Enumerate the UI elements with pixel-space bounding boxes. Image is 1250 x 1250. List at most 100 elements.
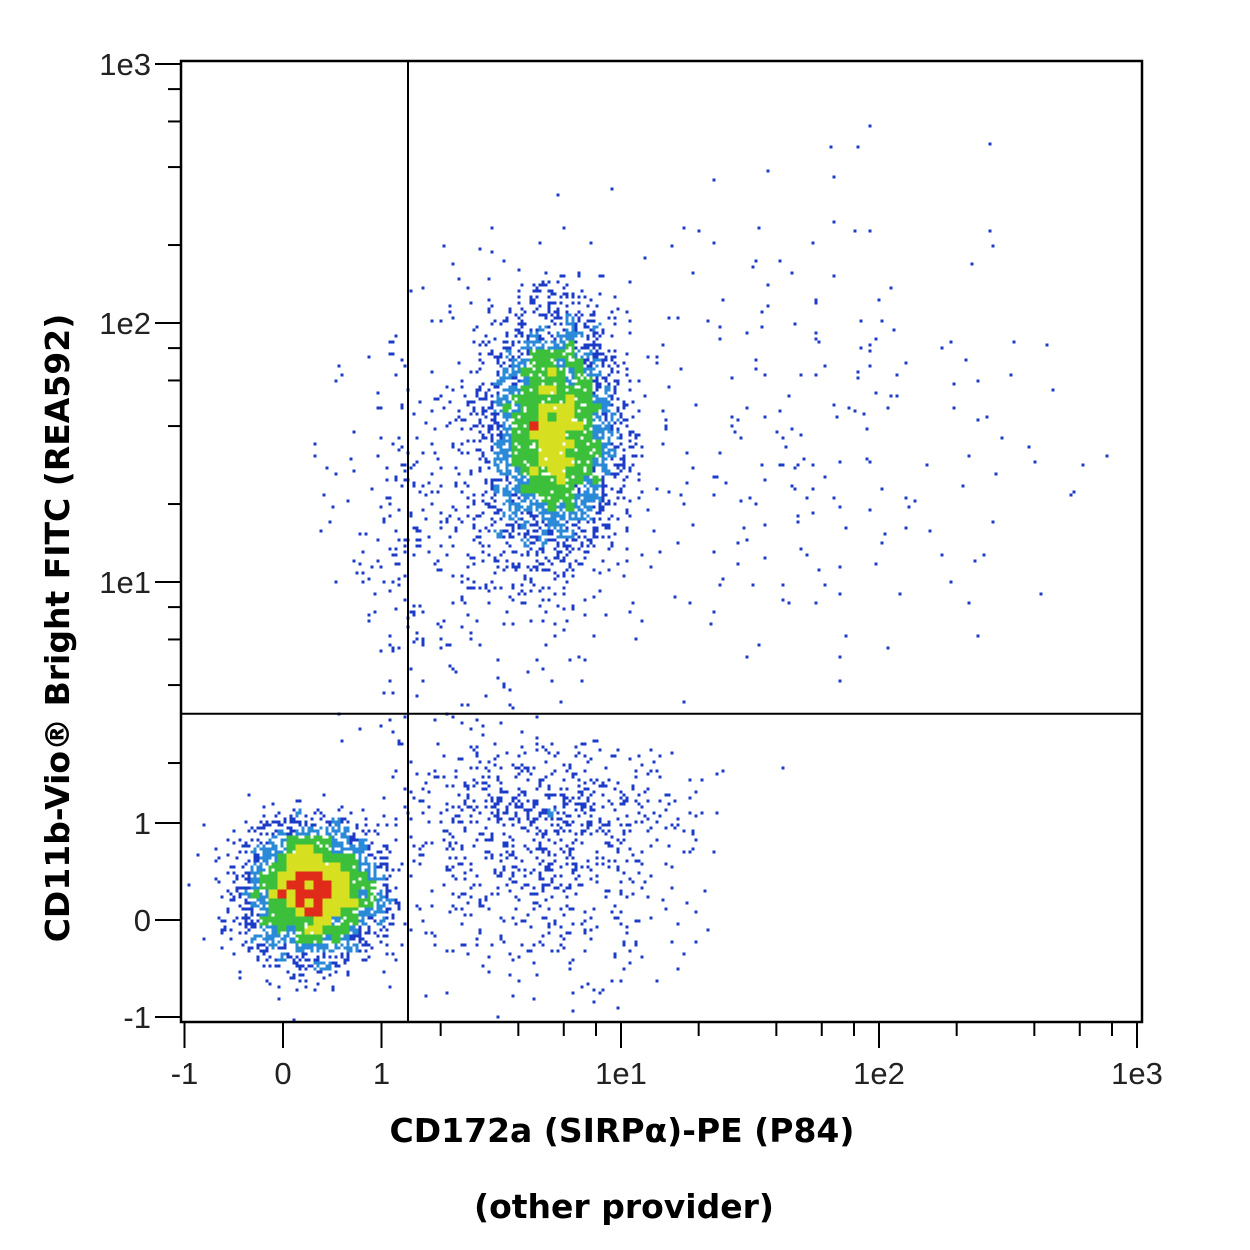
event-dot: [565, 895, 569, 899]
event-dot: [259, 865, 263, 869]
event-dot: [712, 610, 716, 614]
event-dot: [586, 466, 590, 470]
event-dot: [373, 829, 377, 833]
event-dot: [478, 247, 482, 251]
event-dot: [373, 592, 377, 596]
event-dot: [313, 850, 317, 854]
event-dot: [466, 403, 470, 407]
event-dot: [544, 283, 548, 287]
event-dot: [325, 946, 329, 950]
event-dot: [535, 742, 539, 746]
event-dot: [577, 397, 581, 401]
event-dot: [580, 793, 584, 797]
event-dot: [337, 928, 341, 932]
event-dot: [469, 805, 473, 809]
event-dot: [289, 976, 293, 980]
event-dot: [610, 367, 614, 371]
event-dot: [523, 490, 527, 494]
event-dot: [571, 841, 575, 845]
event-dot: [661, 898, 665, 902]
event-dot: [517, 565, 521, 569]
event-dot: [478, 448, 482, 452]
event-dot: [541, 283, 545, 287]
event-dot: [580, 478, 584, 482]
event-dot: [502, 790, 506, 794]
event-dot: [535, 337, 539, 341]
event-dot: [601, 397, 605, 401]
event-dot: [574, 517, 578, 521]
event-dot: [529, 568, 533, 572]
event-dot: [439, 466, 443, 470]
event-dot: [535, 352, 539, 356]
event-dot: [574, 322, 578, 326]
event-dot: [346, 925, 350, 929]
event-dot: [541, 439, 545, 443]
event-dot: [496, 442, 500, 446]
event-dot: [562, 349, 566, 353]
event-dot: [355, 847, 359, 851]
event-dot: [388, 502, 392, 506]
event-dot: [514, 514, 518, 518]
event-dot: [580, 529, 584, 533]
event-dot: [580, 379, 584, 383]
event-dot: [292, 910, 296, 914]
event-dot: [613, 421, 617, 425]
event-dot: [535, 514, 539, 518]
event-dot: [349, 868, 353, 872]
event-dot: [466, 553, 470, 557]
event-dot: [394, 547, 398, 551]
event-dot: [349, 946, 353, 950]
event-dot: [577, 496, 581, 500]
event-dot: [544, 481, 548, 485]
event-dot: [763, 478, 767, 482]
event-dot: [739, 499, 743, 503]
event-dot: [583, 394, 587, 398]
event-dot: [490, 406, 494, 410]
event-dot: [586, 436, 590, 440]
event-dot: [316, 847, 320, 851]
event-dot: [505, 883, 509, 887]
event-dot: [376, 850, 380, 854]
event-dot: [514, 880, 518, 884]
event-dot: [541, 598, 545, 602]
event-dot: [502, 448, 506, 452]
event-dot: [844, 526, 848, 530]
event-dot: [619, 841, 623, 845]
event-dot: [370, 880, 374, 884]
event-dot: [496, 463, 500, 467]
event-dot: [505, 790, 509, 794]
event-dot: [607, 568, 611, 572]
event-dot: [526, 472, 530, 476]
event-dot: [592, 325, 596, 329]
event-dot: [355, 913, 359, 917]
event-dot: [301, 949, 305, 953]
event-dot: [328, 838, 332, 842]
event-dot: [487, 352, 491, 356]
event-dot: [523, 400, 527, 404]
event-dot: [514, 814, 518, 818]
event-dot: [295, 928, 299, 932]
event-dot: [532, 766, 536, 770]
event-dot: [577, 814, 581, 818]
event-dot: [571, 376, 575, 380]
event-dot: [349, 925, 353, 929]
event-dot: [265, 874, 269, 878]
event-dot: [571, 469, 575, 473]
event-dot: [334, 844, 338, 848]
event-dot: [499, 460, 503, 464]
event-dot: [583, 457, 587, 461]
event-dot: [247, 793, 251, 797]
event-dot: [277, 829, 281, 833]
event-dot: [541, 397, 545, 401]
event-dot: [268, 943, 272, 947]
event-dot: [544, 358, 548, 362]
event-dot: [517, 481, 521, 485]
event-dot: [331, 949, 335, 953]
event-dot: [490, 448, 494, 452]
event-dot: [583, 490, 587, 494]
event-dot: [565, 787, 569, 791]
event-dot: [547, 808, 551, 812]
event-dot: [319, 817, 323, 821]
event-dot: [361, 892, 365, 896]
event-dot: [481, 733, 485, 737]
